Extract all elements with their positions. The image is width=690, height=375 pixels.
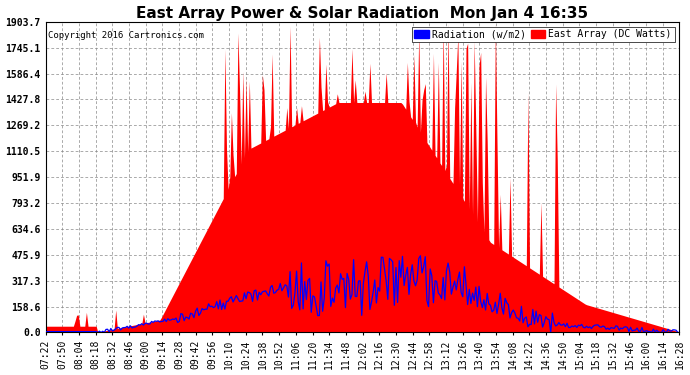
Legend: Radiation (w/m2), East Array (DC Watts): Radiation (w/m2), East Array (DC Watts): [411, 27, 675, 42]
Title: East Array Power & Solar Radiation  Mon Jan 4 16:35: East Array Power & Solar Radiation Mon J…: [137, 6, 589, 21]
Text: Copyright 2016 Cartronics.com: Copyright 2016 Cartronics.com: [48, 31, 204, 40]
